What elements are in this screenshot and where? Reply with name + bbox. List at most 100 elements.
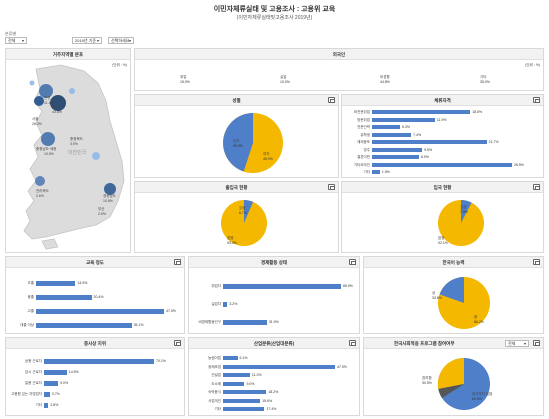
page-subtitle: (이민자체류실태및고용조사 2019년) xyxy=(236,15,313,21)
bar[interactable] xyxy=(372,110,471,114)
stats-value: 15.0% xyxy=(180,80,190,84)
edu-panel-title: 교육 정도 xyxy=(6,257,184,268)
bar[interactable] xyxy=(44,403,49,408)
bar[interactable] xyxy=(223,302,228,307)
region-label: 충청북도 xyxy=(70,137,83,141)
bar-label: 고용원 있는 자영업자 xyxy=(11,392,42,396)
pie2-value-a: 93.3% xyxy=(227,241,237,245)
bar[interactable] xyxy=(223,320,267,325)
chart-icon[interactable] xyxy=(174,340,181,346)
pie3-chart xyxy=(438,200,484,246)
bar-value: 2.8% xyxy=(50,403,59,407)
region-value: 26.3% xyxy=(32,122,42,126)
chart-icon[interactable] xyxy=(174,259,181,265)
chart-icon[interactable] xyxy=(533,184,540,190)
training-label-a: 참여하지 않음 xyxy=(472,392,493,396)
stats-label: 기타 xyxy=(480,75,487,79)
bar[interactable] xyxy=(36,309,164,314)
bar[interactable] xyxy=(223,398,261,403)
region-value: 2.5% xyxy=(98,212,106,216)
filter-select-b[interactable]: 2019년 기준 ▾ xyxy=(72,37,102,44)
chart-icon[interactable] xyxy=(349,259,356,265)
chevron-down-icon: ▾ xyxy=(21,38,24,43)
chart-icon[interactable] xyxy=(533,97,540,103)
bar-label: 기타 xyxy=(35,403,42,407)
bar-label: 임시 근로자 xyxy=(24,370,42,374)
bar-label: 건설업 xyxy=(211,373,221,377)
gender-panel-title: 성별 xyxy=(135,95,338,106)
region-label: 경상남도 xyxy=(103,194,116,198)
bar[interactable] xyxy=(44,392,50,397)
bar[interactable] xyxy=(372,140,487,144)
bar[interactable] xyxy=(223,284,341,289)
region-value: 11.4% xyxy=(44,101,54,105)
industry-panel: 산업분류(산업대분류) 농림어업 6.1% 광제조업 47.0% 건설업 11.3% 도소매… xyxy=(188,337,360,416)
stats-label: 취업 xyxy=(180,75,187,79)
chart-icon[interactable] xyxy=(533,259,540,265)
filter-label: 분류별 xyxy=(5,31,17,36)
pie3-label-a: 없음 xyxy=(438,236,445,240)
bar[interactable] xyxy=(372,125,400,129)
bar[interactable] xyxy=(223,390,267,394)
bar[interactable] xyxy=(372,117,435,122)
bar-label: 기타 xyxy=(363,170,370,174)
bar-value: 15.6% xyxy=(262,398,273,403)
bar[interactable] xyxy=(44,381,59,386)
bar[interactable] xyxy=(372,162,512,167)
filter-select-c[interactable]: 선택하세요 ▾ xyxy=(108,37,134,44)
stats-value: 44.8% xyxy=(380,80,390,84)
bar-value: 85.9% xyxy=(343,284,353,288)
gender-value-b: 45.0% xyxy=(263,157,273,161)
map-legend: (단위 : %) xyxy=(112,63,127,67)
bar[interactable] xyxy=(223,364,335,369)
bar-value: 14.5% xyxy=(68,370,79,374)
bar-label: 비전문취업 xyxy=(353,110,370,114)
industry-panel-title: 산업분류(산업대분류) xyxy=(189,338,359,349)
bar-value: 18.2% xyxy=(268,390,279,394)
bar[interactable] xyxy=(36,295,92,300)
bar-value: 70.1% xyxy=(156,359,166,363)
bar[interactable] xyxy=(223,373,250,377)
bar-label: 농림어업 xyxy=(208,356,221,360)
filter-select-a[interactable]: 전체 ▾ xyxy=(5,37,27,44)
chart-icon[interactable] xyxy=(533,340,540,346)
bar-label: 취업자 xyxy=(211,284,221,288)
region-label: 부산 xyxy=(98,207,105,211)
training-panel: 한국사회적응 프로그램 참여여부 전체 ▾ 참여함 30.5% 참여하지 않음 … xyxy=(363,337,544,416)
edu-panel: 교육 정도 초졸 14.5% 중졸 20.4% 고졸 47.0% 대졸 이상 35.1% xyxy=(5,256,185,334)
stats-panel: 외국인 (단위 : %) 취업 15.0% 실업 10.0% 비경활 44.8%… xyxy=(134,48,544,91)
bar[interactable] xyxy=(372,132,412,137)
bar-label: 비경제활동인구 xyxy=(198,320,221,324)
training-select[interactable]: 전체 ▾ xyxy=(505,340,529,347)
status-panel-title: 체류자격 xyxy=(342,95,543,106)
bar-label: 상용 근로자 xyxy=(24,359,42,363)
bar-value: 47.0% xyxy=(166,309,176,313)
bar[interactable] xyxy=(223,381,245,386)
bar-value: 1.5% xyxy=(381,170,390,174)
bar[interactable] xyxy=(223,356,238,360)
bar[interactable] xyxy=(36,323,132,328)
bar[interactable] xyxy=(372,155,420,159)
bar[interactable] xyxy=(36,281,76,286)
bar[interactable] xyxy=(372,147,423,152)
bar-value: 20.4% xyxy=(93,295,104,299)
bar-value: 14.5% xyxy=(77,281,88,285)
region-label: 서울 xyxy=(32,117,39,121)
chart-icon[interactable] xyxy=(349,340,356,346)
korean-pie xyxy=(438,277,490,329)
bar-label: 실업자 xyxy=(211,302,221,306)
region-label: 충청남도·세종 xyxy=(36,147,57,151)
bar[interactable] xyxy=(223,407,265,411)
bar[interactable] xyxy=(44,370,67,375)
country-label: 대한민국 xyxy=(68,150,87,156)
region-value: 10.5% xyxy=(44,152,54,156)
pie2-chart xyxy=(221,200,267,246)
pie2-panel-title: 출입국 현황 xyxy=(135,182,338,193)
chart-icon[interactable] xyxy=(328,184,335,190)
chart-icon[interactable] xyxy=(328,97,335,103)
bar-value: 9.5% xyxy=(424,147,433,152)
bar[interactable] xyxy=(372,170,380,174)
bar[interactable] xyxy=(44,359,154,364)
region-value: 10.8% xyxy=(103,199,113,203)
region-label: 전라북도 xyxy=(36,189,49,193)
